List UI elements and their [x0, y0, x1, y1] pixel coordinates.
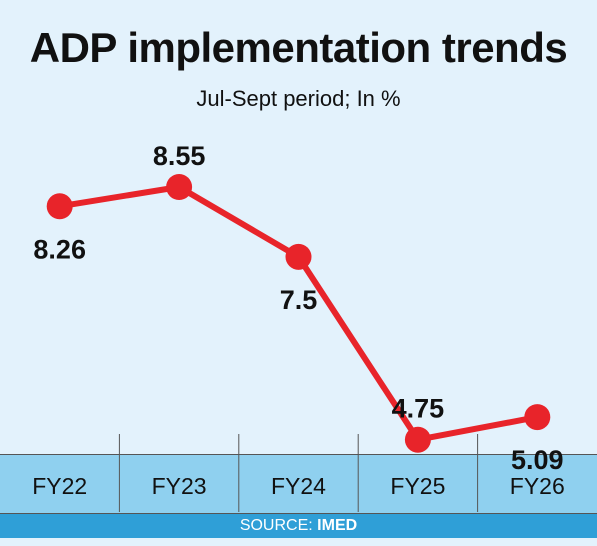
- source-value: IMED: [317, 517, 358, 534]
- chart-title: ADP implementation trends: [29, 24, 568, 71]
- chart-subtitle: Jul-Sept period; In %: [196, 86, 401, 111]
- data-label: 5.09: [511, 445, 564, 475]
- x-tick-label: FY22: [32, 473, 87, 499]
- x-tick-label: FY26: [510, 473, 565, 499]
- data-point: [46, 193, 73, 220]
- data-label: 7.5: [280, 285, 318, 315]
- data-label: 8.26: [33, 234, 86, 264]
- data-point: [404, 426, 431, 453]
- data-point: [166, 174, 193, 200]
- data-point: [285, 243, 312, 270]
- source-bar: SOURCE: IMED: [0, 514, 597, 538]
- data-label: 4.75: [392, 394, 445, 424]
- x-axis-bar: [0, 454, 597, 514]
- data-label: 8.55: [153, 141, 206, 171]
- data-point: [524, 404, 551, 431]
- source-label: SOURCE:: [239, 517, 313, 534]
- x-tick-label: FY25: [390, 473, 445, 499]
- x-tick-label: FY23: [152, 473, 207, 499]
- x-tick-label: FY24: [271, 473, 326, 499]
